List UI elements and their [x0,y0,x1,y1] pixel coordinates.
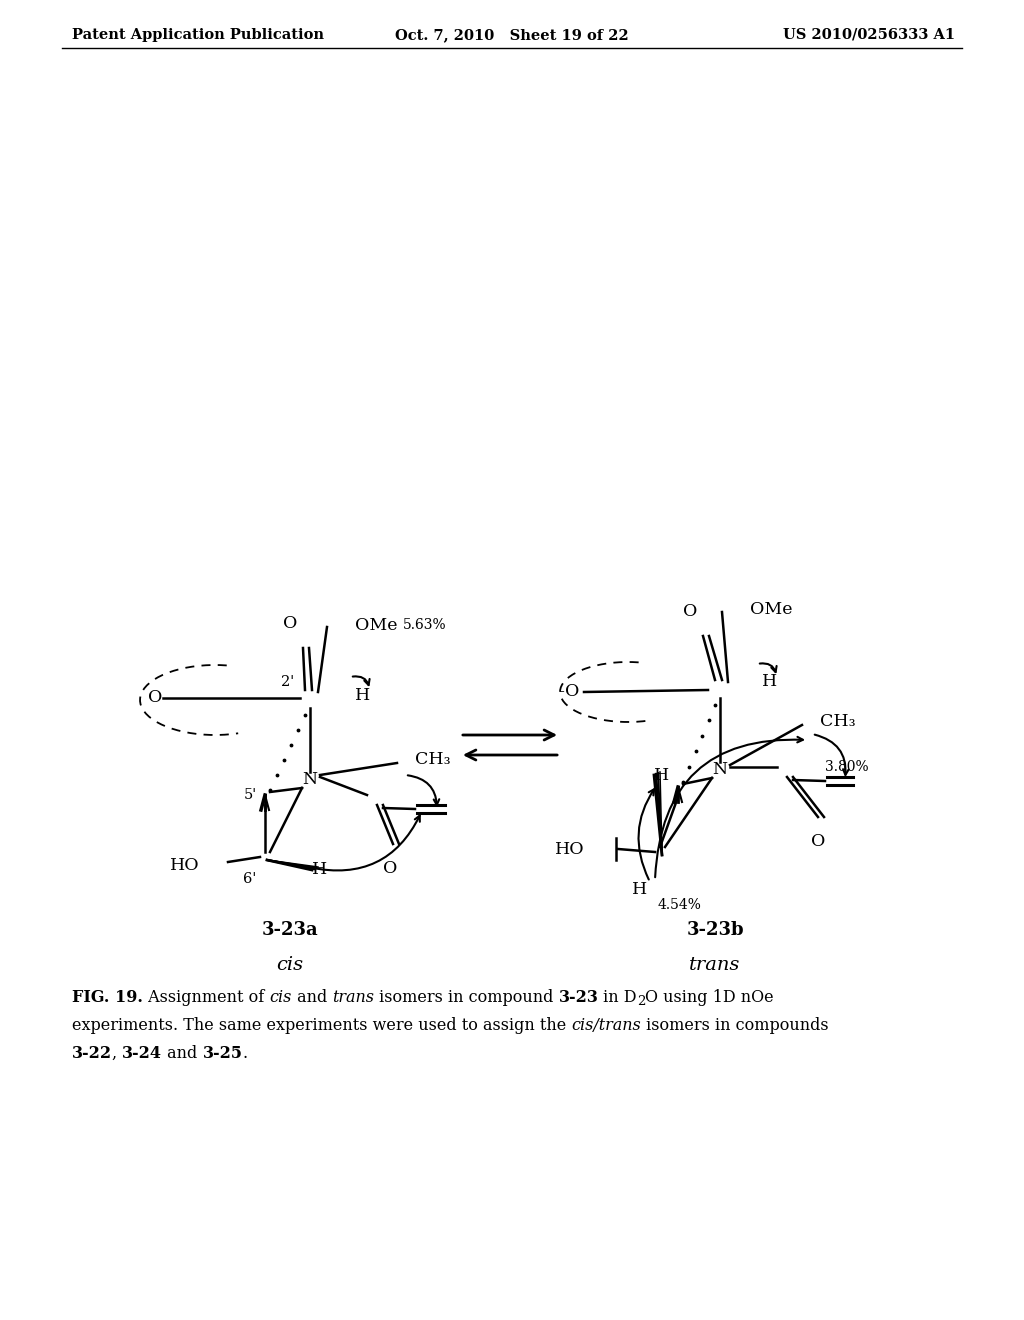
Text: 2': 2' [282,675,295,689]
Text: trans: trans [689,956,740,974]
Text: O: O [565,684,580,701]
Text: cis/trans: cis/trans [571,1016,641,1034]
Text: O: O [147,689,162,706]
Text: cis: cis [269,989,292,1006]
Text: 6': 6' [244,873,257,886]
Text: O: O [283,615,297,632]
Text: O: O [383,861,397,876]
Text: H: H [355,686,371,704]
Text: O: O [683,603,697,620]
Text: CH₃: CH₃ [820,714,856,730]
Text: isomers in compound: isomers in compound [374,989,558,1006]
Text: 3-23a: 3-23a [262,921,318,939]
Text: 3-24: 3-24 [123,1045,163,1063]
Text: cis: cis [276,956,303,974]
Text: HO: HO [170,857,200,874]
Text: in D: in D [598,989,637,1006]
Text: isomers in compounds: isomers in compounds [641,1016,828,1034]
Text: US 2010/0256333 A1: US 2010/0256333 A1 [783,28,955,42]
Text: Oct. 7, 2010   Sheet 19 of 22: Oct. 7, 2010 Sheet 19 of 22 [395,28,629,42]
Text: H: H [654,767,670,784]
Text: CH₃: CH₃ [415,751,451,768]
Text: N: N [302,771,317,788]
Text: Patent Application Publication: Patent Application Publication [72,28,324,42]
Text: and: and [292,989,332,1006]
Text: OMe: OMe [355,616,397,634]
Text: O using 1D nOe: O using 1D nOe [645,989,774,1006]
Text: .: . [243,1045,248,1063]
Text: O: O [811,833,825,850]
Text: trans: trans [332,989,374,1006]
Text: 3-23b: 3-23b [686,921,743,939]
Text: -: - [558,684,564,701]
Text: 4.54%: 4.54% [658,898,701,912]
Text: and: and [163,1045,203,1063]
Text: 3.80%: 3.80% [825,760,868,774]
Text: ,: , [112,1045,123,1063]
Text: 5.63%: 5.63% [403,618,446,632]
Text: experiments. The same experiments were used to assign the: experiments. The same experiments were u… [72,1016,571,1034]
Text: H: H [633,882,647,899]
Text: 3-22: 3-22 [72,1045,112,1063]
Text: H: H [312,862,328,879]
Text: H: H [762,673,777,690]
Text: 3-25: 3-25 [203,1045,243,1063]
Text: 3-23: 3-23 [558,989,598,1006]
Text: FIG. 19.: FIG. 19. [72,989,143,1006]
Text: 5': 5' [244,788,257,803]
Text: OMe: OMe [750,602,793,619]
Text: 2: 2 [637,995,645,1008]
Text: N: N [713,762,728,779]
Text: HO: HO [555,842,585,858]
Text: Assignment of: Assignment of [143,989,269,1006]
